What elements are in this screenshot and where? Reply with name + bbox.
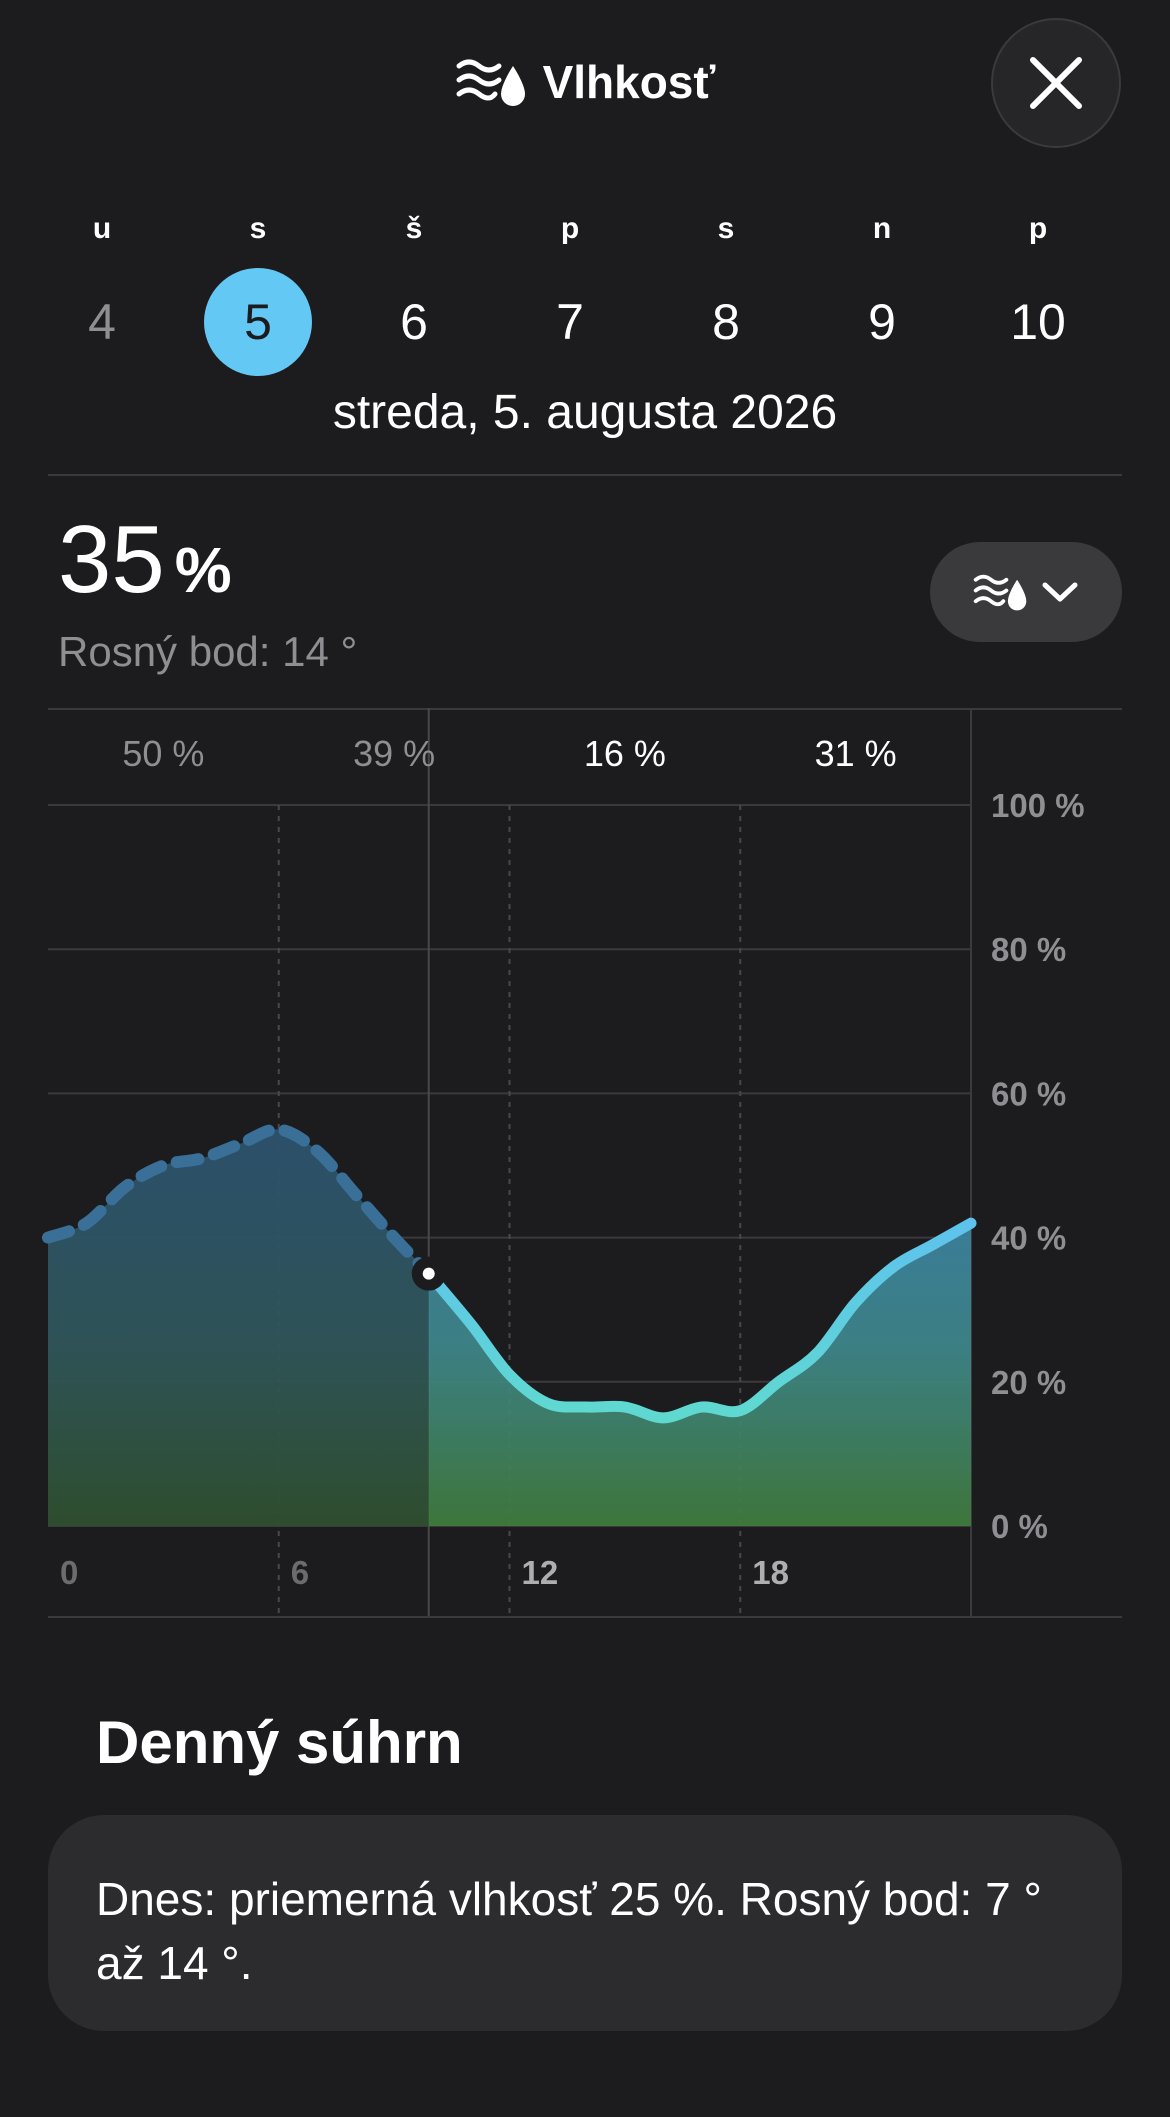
period-average-label: 50 %: [122, 733, 204, 774]
humidity-icon: [973, 574, 1027, 611]
weekday-label: s: [717, 212, 735, 245]
period-average-label: 16 %: [584, 733, 666, 774]
day-button[interactable]: 8: [712, 294, 740, 350]
selected-date: streda, 5. augusta 2026: [332, 386, 838, 439]
day-button[interactable]: 6: [400, 294, 428, 350]
humidity-chart: 100 % 80 % 60 % 40 % 20 % 0 % 0 6 12 18 50 % 39 % 16…: [42, 708, 1122, 1618]
humidity-area: [48, 1129, 971, 1526]
y-tick-label: 80 %: [991, 931, 1066, 968]
page-title: Vlhkosť: [542, 56, 716, 108]
current-marker-dot: [422, 1267, 435, 1280]
weekday-label: s: [249, 212, 267, 245]
day-button[interactable]: 9: [868, 294, 896, 350]
current-humidity-value: 35: [58, 506, 165, 613]
day-button[interactable]: 10: [1010, 294, 1066, 350]
summary-text: Dnes: priemerná vlhkosť 25 %. Rosný bod:…: [96, 1873, 1042, 1989]
past-area-overlay: [48, 1129, 429, 1526]
day-picker: 4 5 6 7 8 9 10: [0, 268, 1170, 378]
day-button[interactable]: 7: [556, 294, 584, 350]
dew-point-label: Rosný bod: 14 °: [58, 628, 358, 675]
weekday-label: n: [872, 212, 892, 245]
y-tick-label: 0 %: [991, 1508, 1048, 1545]
chevron-down-icon: [1042, 582, 1078, 602]
day-button-selected[interactable]: 5: [204, 268, 312, 376]
period-average-label: 31 %: [815, 733, 897, 774]
metric-selector-button[interactable]: [930, 542, 1122, 642]
y-tick-label: 100 %: [991, 787, 1085, 824]
current-humidity: 35%: [58, 510, 232, 620]
y-tick-label: 60 %: [991, 1075, 1066, 1112]
weekday-row: u s š p s n p: [0, 212, 1170, 252]
x-tick-label: 0: [60, 1554, 78, 1591]
header: Vlhkosť: [0, 52, 1170, 112]
y-tick-label: 20 %: [991, 1364, 1066, 1401]
current-humidity-unit: %: [174, 534, 232, 606]
x-tick-label: 6: [291, 1554, 309, 1591]
summary-title: Denný súhrn: [96, 1709, 463, 1776]
x-tick-label: 18: [752, 1554, 789, 1591]
divider: [48, 474, 1122, 476]
summary-card: Dnes: priemerná vlhkosť 25 %. Rosný bod:…: [48, 1815, 1122, 2031]
weekday-label: u: [92, 212, 112, 245]
close-button[interactable]: [991, 18, 1121, 148]
x-tick-label: 12: [522, 1554, 559, 1591]
divider: [48, 708, 1122, 710]
close-icon: [1030, 57, 1082, 109]
forecast-humidity-line: [423, 1217, 977, 1424]
weekday-label: p: [1028, 212, 1048, 245]
y-tick-label: 40 %: [991, 1220, 1066, 1257]
weekday-label: š: [405, 212, 423, 245]
past-humidity-line: [42, 1123, 435, 1280]
period-average-label: 39 %: [353, 733, 435, 774]
weekday-label: p: [560, 212, 580, 245]
humidity-icon: [456, 59, 525, 106]
day-button[interactable]: 4: [88, 294, 116, 350]
